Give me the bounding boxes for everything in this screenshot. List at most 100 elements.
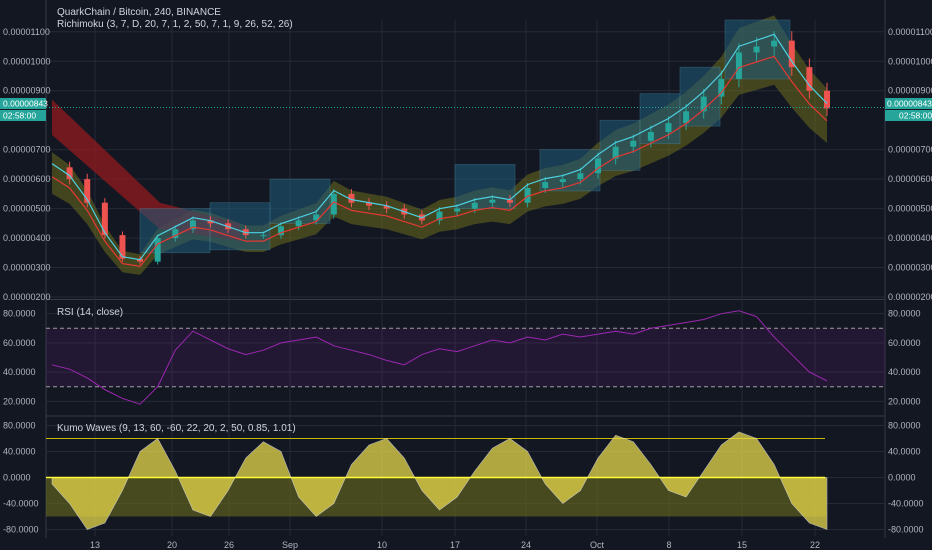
time-tick: Sep [282,540,298,550]
countdown-badge-right [885,110,932,121]
rsi-pane [46,310,885,405]
time-tick: Oct [590,540,605,550]
candle-body [824,90,830,109]
candle-body [366,202,373,206]
price-tick-left: 0.00000400 [3,233,51,243]
price-tick-right: 0.00001100 [888,27,932,37]
candle-body [489,199,496,203]
candle-body [735,52,742,79]
price-tick-right: 0.00001000 [888,56,932,66]
candle-body [207,220,214,224]
price-tick-right: 0.00000900 [888,86,932,96]
range-box [209,202,271,251]
candle-body [84,179,91,203]
countdown-badge-left-value: 02:58:00 [3,111,36,121]
candle-body [454,208,461,212]
price-tick-left: 0.00000600 [3,174,51,184]
base-line [51,55,828,268]
time-tick: 10 [377,540,387,550]
kumo-tick-right: -40.0000 [888,499,924,509]
price-tick-right: 0.00000700 [888,145,932,155]
candle-body [119,235,126,259]
candle-body [101,202,108,236]
kumo-tick-right: 40.0000 [888,447,921,457]
price-badge-right-value: 0.00000843 [887,99,932,109]
conversion-line [51,33,828,261]
price-tick-right: 0.00000400 [888,233,932,243]
candle-body [66,167,73,180]
rsi-tick-right: 60.0000 [888,338,921,348]
candle-body [172,229,179,239]
time-tick: 22 [810,540,820,550]
price-tick-left: 0.00001100 [3,27,50,37]
candle-body [277,226,284,236]
rsi-tick-right: 20.0000 [888,396,921,406]
time-tick: 13 [90,540,100,550]
time-tick: 8 [666,540,671,550]
countdown-badge-left [0,110,46,121]
countdown-badge-right-value: 02:58:00 [899,111,932,121]
price-tick-left: 0.00000900 [3,86,51,96]
candle-body [154,238,161,262]
price-tick-right: 0.00000200 [888,292,932,302]
price-tick-left: 0.00000500 [3,204,51,214]
rsi-tick-right: 40.0000 [888,367,921,377]
price-tick-left: 0.00000300 [3,263,51,273]
time-tick: 26 [224,540,234,550]
candle-body [630,140,637,147]
price-badge-left-value: 0.00000843 [3,99,48,109]
time-tick: 24 [521,540,531,550]
candle-body [295,220,302,227]
rsi-tick-right: 80.0000 [888,309,921,319]
price-tick-left: 0.00000200 [3,292,51,302]
candle-body [806,67,813,91]
rsi-tick-left: 60.0000 [3,338,36,348]
labels: QuarkChain / Bitcoin, 240, BINANCE Richi… [57,7,296,434]
kumo-tick-left: 0.0000 [3,473,31,483]
candle-body [506,199,513,203]
rsi-tick-left: 80.0000 [3,309,36,319]
kumo-tick-right: -80.0000 [888,525,924,535]
kumo-waves-pane [46,431,828,530]
range-box [539,149,601,192]
candle-body [189,220,196,230]
symbol-title: QuarkChain / Bitcoin, 240, BINANCE [57,7,221,18]
rsi-tick-left: 40.0000 [3,367,36,377]
price-tick-left: 0.00000700 [3,145,51,155]
kumo-tick-left: -80.0000 [3,525,39,535]
time-tick: 15 [737,540,747,550]
candle-body [436,211,443,221]
candle-body [542,182,549,188]
candle-body [683,111,690,124]
kumo-tick-left: 40.0000 [3,447,36,457]
price-pane [46,15,885,275]
range-box [639,93,681,145]
candle-body [559,179,566,183]
kumo-tick-left: 80.0000 [3,421,36,431]
candle-body [700,96,707,112]
rsi-title: RSI (14, close) [57,307,123,318]
axes: 0.00001100 0.00001100 0.00001000 0.00001000… [3,27,932,550]
candle-body [665,123,672,132]
candle-body [612,146,619,159]
price-tick-right: 0.00000500 [888,204,932,214]
range-box [454,164,516,209]
candle-body [471,202,478,209]
candle-body [647,131,654,141]
candle-body [595,158,602,174]
candle-body [383,205,390,209]
rsi-tick-left: 20.0000 [3,396,36,406]
kumo-tick-right: 80.0000 [888,421,921,431]
candle-body [577,173,584,180]
candle-body [771,40,778,47]
candle-body [753,46,760,53]
candle-body [260,235,267,237]
candle-body [330,193,337,215]
candle-body [718,78,725,97]
price-tick-right: 0.00000300 [888,263,932,273]
candle-body [348,193,355,203]
price-badge-left [0,98,46,109]
price-tick-right: 0.00000600 [888,174,932,184]
price-badge-right [885,98,932,109]
